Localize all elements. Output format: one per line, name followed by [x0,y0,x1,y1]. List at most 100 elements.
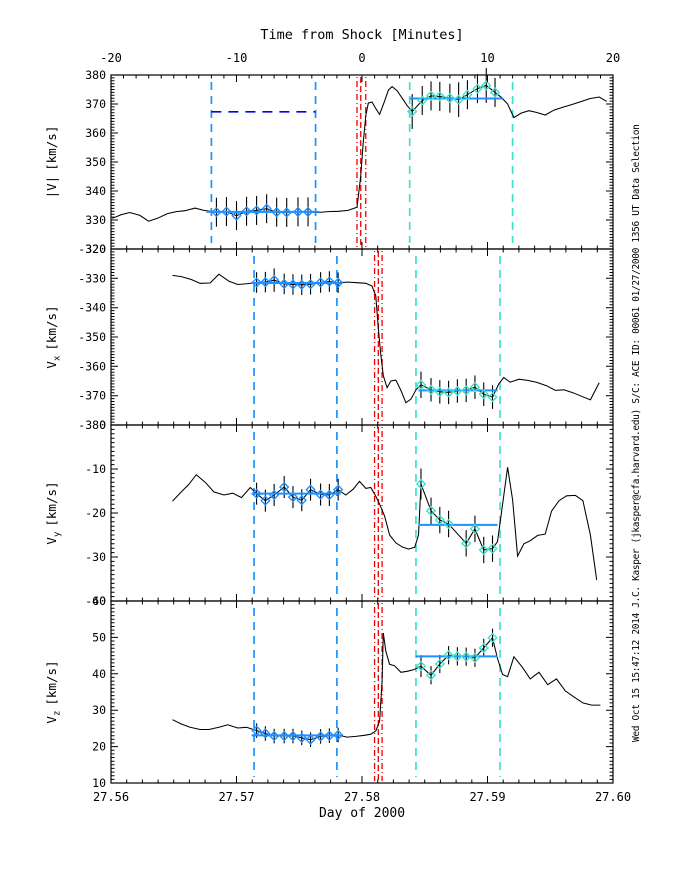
y-tick-label: 350 [85,155,106,169]
downstream-point-diamond [460,538,472,549]
upstream-point-diamond [268,274,280,286]
downstream-point-diamond [489,87,501,98]
downstream-point-diamond [425,670,437,681]
downstream-point-diamond [487,632,498,643]
downstream-point-diamond [415,478,427,490]
upstream-point-diamond [287,491,299,503]
panel-vz [110,600,614,784]
upstream-point-diamond [302,206,314,218]
y-tick-label: 40 [92,667,106,681]
y-axis-title-base: |V| [44,175,59,199]
downstream-point-diamond [469,381,481,393]
upstream-point-diamond [292,206,304,218]
downstream-point-diamond [417,95,428,106]
y-tick-label: -380 [78,418,106,432]
upstream-point-diamond [332,277,344,288]
y-tick-label: -340 [78,301,106,315]
data-curve [172,632,601,741]
minutes-tick-label: 10 [480,51,494,65]
downstream-point-diamond [443,387,454,398]
y-tick-label: 20 [92,740,106,754]
upstream-point-diamond [241,206,252,217]
day-tick-label: 27.58 [344,790,380,804]
downstream-point-diamond [434,514,445,526]
downstream-point-diamond [460,651,472,662]
y-tick-label: -330 [78,271,106,285]
downstream-point-diamond [460,385,472,396]
y-tick-label: -320 [78,242,106,256]
day-tick-label: 27.56 [93,790,129,804]
upstream-point-diamond [296,279,307,290]
data-curve [172,467,598,580]
downstream-point-diamond [462,89,473,100]
y-tick-label: -370 [78,389,106,403]
upstream-point-diamond [251,277,262,288]
downstream-point-diamond [481,80,492,91]
upstream-point-diamond [315,277,326,288]
y-tick-label: -10 [85,462,106,476]
panel-frame [110,600,614,784]
downstream-point-diamond [469,652,481,663]
top-axis-title: Time from Shock [Minutes] [260,27,464,43]
upstream-point-diamond [315,489,326,500]
upstream-point-diamond [324,489,335,501]
downstream-point-diamond [469,523,481,535]
panel-frame [110,248,614,426]
downstream-point-diamond [425,384,437,395]
downstream-point-diamond [434,658,445,670]
upstream-point-diamond [324,730,335,741]
data-curve [112,84,607,222]
downstream-point-diamond [434,91,445,102]
downstream-point-diamond [415,660,427,672]
y-axis-title-base: V [44,361,59,369]
downstream-point-diamond [443,518,454,530]
y-tick-label: 30 [92,703,106,717]
upstream-point-diamond [332,484,344,495]
upstream-point-diamond [296,495,307,506]
y-tick-label: -30 [85,550,106,564]
downstream-point-diamond [434,386,445,398]
upstream-point-diamond [221,206,232,217]
downstream-point-diamond [478,389,489,400]
downstream-point-diamond [478,642,489,654]
y-axis-title-base: V [44,716,59,724]
minutes-tick-label: 20 [606,51,620,65]
downstream-point-diamond [472,83,483,94]
axis-ticks [110,424,614,602]
panel-speed [110,68,614,250]
downstream-point-diamond [452,651,463,662]
minutes-tick-label: -10 [226,51,248,65]
y-tick-label: 380 [85,68,106,82]
upstream-point-diamond [251,488,262,499]
y-axis-title-base: V [44,537,59,545]
y-axis-title-sub: y [52,531,63,538]
upstream-point-diamond [251,205,262,216]
y-tick-label: -40 [85,594,106,608]
y-axis-title-speed: |V| [km/s] [44,97,62,227]
axis-ticks [110,248,614,426]
y-axis-title-unit: [km/s] [44,660,59,706]
y-tick-label: 330 [85,213,106,227]
downstream-point-diamond [407,106,418,117]
upstream-point-diamond [279,278,290,290]
y-axis-title-vx: Vx [km/s] [44,272,63,402]
downstream-point-diamond [452,385,463,397]
upstream-point-diamond [324,276,335,287]
panel-vy [110,424,614,602]
upstream-point-diamond [261,203,272,214]
y-tick-label: -350 [78,330,106,344]
minutes-tick-label: 0 [358,51,365,65]
y-tick-label: 50 [92,630,106,644]
upstream-point-diamond [279,730,290,742]
panel-frame [110,424,614,602]
upstream-point-diamond [305,734,316,745]
upstream-point-diamond [279,481,290,493]
y-tick-label: 320 [85,242,106,256]
y-tick-label: 360 [85,126,106,140]
y-axis-title-unit: [km/s] [44,305,59,351]
upstream-point-diamond [231,210,242,221]
axis-ticks [110,600,614,784]
y-axis-title-unit: [km/s] [44,125,59,171]
